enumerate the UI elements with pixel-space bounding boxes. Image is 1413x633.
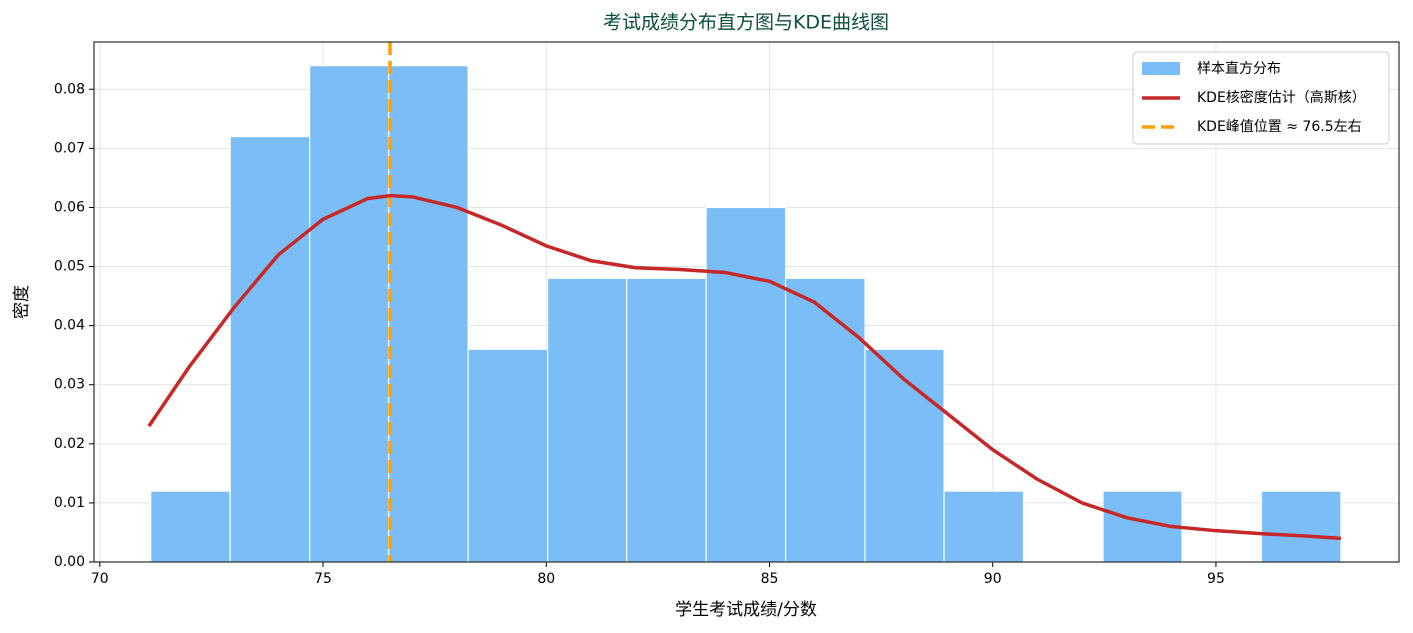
y-tick-label: 0.03	[54, 377, 85, 393]
histogram-bar	[547, 277, 628, 563]
legend-label: KDE核密度估计（高斯核）	[1197, 89, 1366, 106]
legend: 样本直方分布 KDE核密度估计（高斯核） KDE峰值位置 ≈ 76.5左右	[1132, 51, 1390, 145]
chart-title: 考试成绩分布直方图与KDE曲线图	[603, 12, 889, 34]
legend-label: KDE峰值位置 ≈ 76.5左右	[1197, 119, 1362, 135]
histogram-bar	[229, 135, 311, 563]
y-tick-label: 0.04	[54, 318, 85, 334]
histogram-bar	[943, 490, 1025, 563]
histogram-bar	[864, 348, 945, 563]
y-tick-label: 0.05	[54, 259, 85, 275]
histogram-bar	[388, 65, 469, 563]
histogram-bar	[705, 206, 787, 563]
x-tick-label: 75	[314, 571, 332, 587]
histogram-bar	[150, 490, 231, 563]
histogram-bar	[626, 277, 707, 563]
y-axis-label: 密度	[12, 285, 32, 319]
y-tick-label: 0.08	[54, 81, 85, 97]
legend-label: 样本直方分布	[1197, 60, 1281, 77]
y-tick-label: 0.07	[54, 140, 85, 156]
y-tick-label: 0.06	[54, 199, 85, 215]
plot-frame	[93, 41, 1400, 563]
x-tick-label: 95	[1207, 571, 1225, 587]
kde-curve	[147, 193, 1342, 541]
histogram-bar	[467, 348, 549, 563]
histogram-bar	[784, 277, 866, 563]
y-tick-label: 0.01	[54, 495, 85, 511]
y-tick-label: 0.02	[54, 436, 85, 452]
x-tick-label: 85	[761, 571, 779, 587]
histogram-bar	[309, 65, 390, 563]
legend-frame	[1132, 51, 1390, 145]
legend-swatch	[1142, 62, 1180, 75]
y-tick-label: 0.00	[54, 554, 85, 570]
x-tick-label: 90	[984, 571, 1002, 587]
x-axis-label: 学生考试成绩/分数	[675, 600, 817, 620]
x-tick-label: 70	[91, 571, 109, 587]
x-tick-label: 80	[537, 571, 555, 587]
histogram-bar	[1260, 490, 1342, 563]
